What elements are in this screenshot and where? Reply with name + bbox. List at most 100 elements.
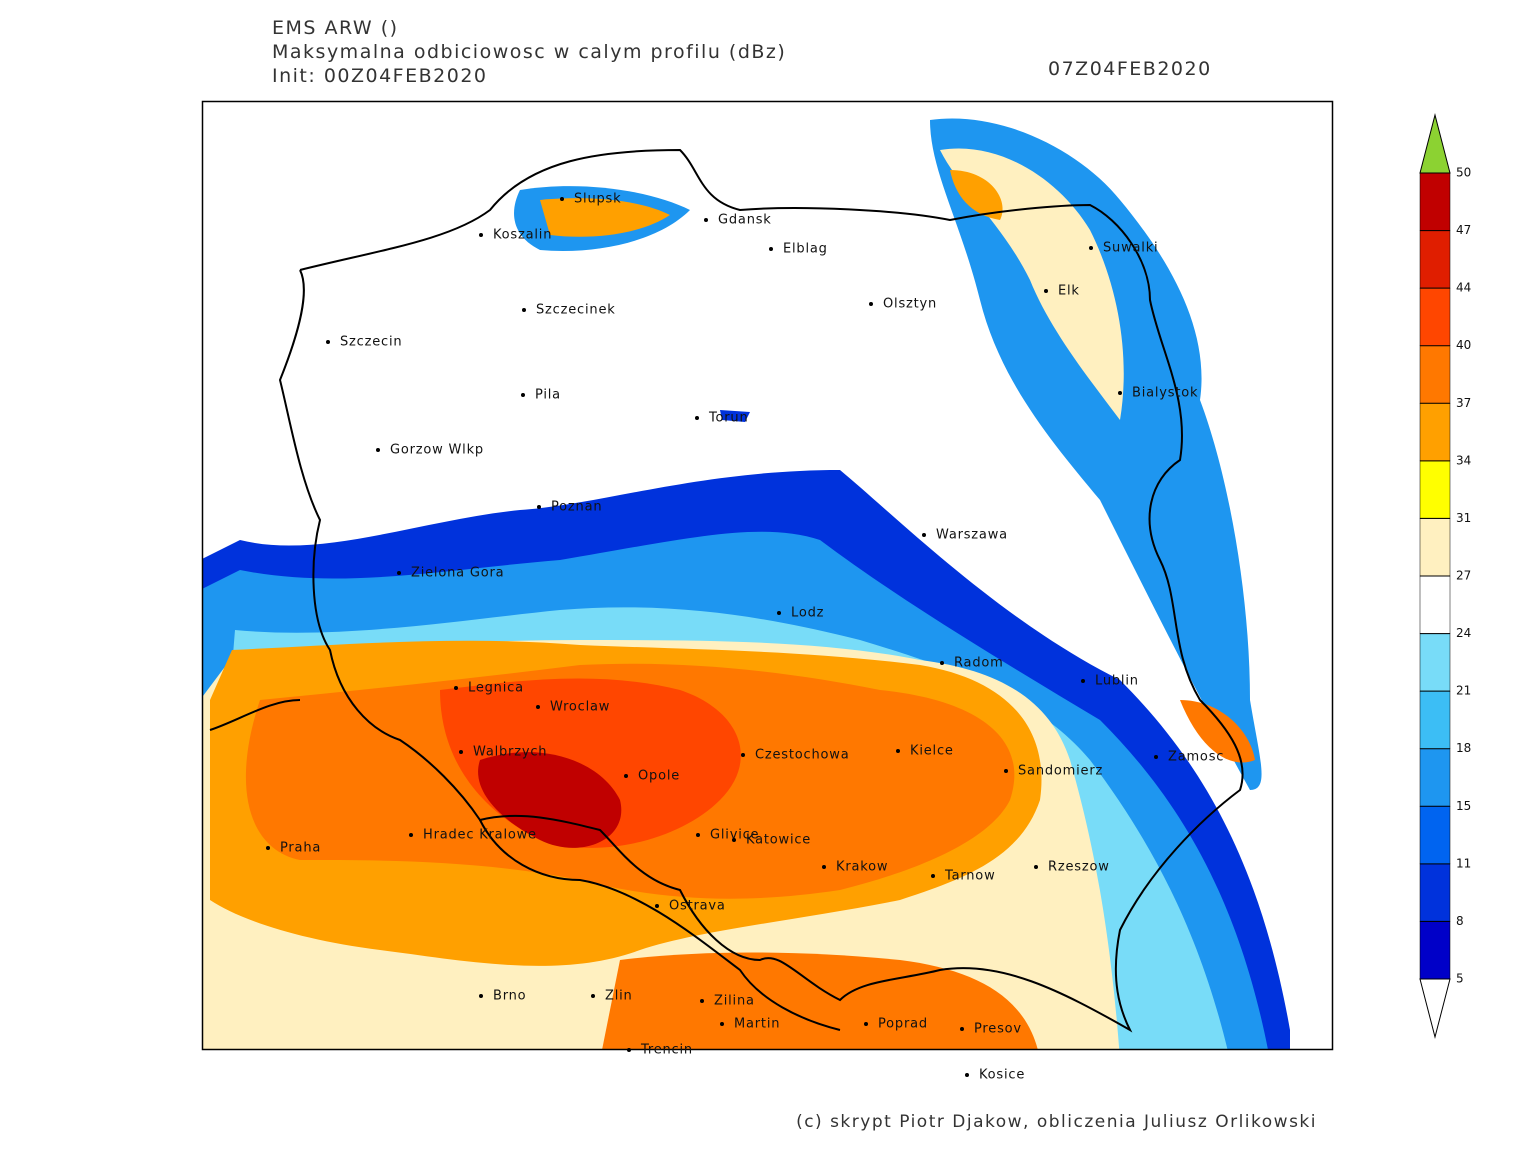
colorbar-swatch — [1419, 863, 1451, 922]
city-marker — [960, 1027, 964, 1031]
city-label: Suwalki — [1103, 241, 1158, 256]
city-label: Slupsk — [574, 192, 621, 207]
city-marker — [479, 233, 483, 237]
city-label: Kosice — [979, 1068, 1025, 1083]
city-label: Hradec Kralowe — [423, 828, 537, 843]
city-label: Glivice — [710, 828, 759, 843]
city-label: Czestochowa — [755, 748, 849, 763]
city-marker — [700, 999, 704, 1003]
city-label: Praha — [280, 841, 321, 856]
city-marker — [537, 505, 541, 509]
city-label: Zlin — [605, 989, 633, 1004]
colorbar-over — [1419, 113, 1451, 174]
colorbar-label: 18 — [1456, 741, 1471, 755]
city-label: Torun — [708, 411, 749, 426]
city-labels: Koszalin Slupsk Gdansk Elblag Suwalki Elk Szcz… — [266, 192, 1223, 1083]
city-marker — [591, 994, 595, 998]
city-label: Martin — [734, 1017, 780, 1032]
city-marker — [696, 833, 700, 837]
city-marker — [864, 1022, 868, 1026]
colorbar-label: 34 — [1456, 453, 1471, 467]
city-label: Elblag — [783, 242, 828, 257]
city-marker — [695, 416, 699, 420]
colorbar-swatch — [1419, 806, 1451, 865]
city-label: Opole — [638, 769, 680, 784]
city-marker — [965, 1073, 969, 1077]
colorbar-swatch — [1419, 748, 1451, 807]
colorbar-label: 44 — [1456, 281, 1471, 295]
city-label: Bialystok — [1132, 386, 1198, 401]
city-marker — [769, 247, 773, 251]
city-marker — [720, 1022, 724, 1026]
city-marker — [560, 197, 564, 201]
colorbar-label: 5 — [1456, 972, 1464, 986]
city-marker — [1034, 865, 1038, 869]
map-frame — [201, 100, 1334, 1051]
colorbar-label: 21 — [1456, 684, 1471, 698]
city-marker — [459, 750, 463, 754]
city-label: Kielce — [910, 744, 954, 759]
city-label: Lodz — [791, 606, 824, 621]
city-label: Krakow — [836, 860, 888, 875]
credit: (c) skrypt Piotr Djakow, obliczenia Juli… — [796, 1112, 1317, 1132]
city-label: Szczecin — [340, 335, 402, 350]
city-marker — [521, 393, 525, 397]
city-marker — [397, 571, 401, 575]
colorbar: 5 8 11 15 18 21 24 27 31 34 37 40 44 47 50 — [1419, 113, 1471, 1039]
city-label: Gorzow Wlkp — [390, 443, 484, 458]
colorbar-swatch — [1419, 172, 1451, 231]
colorbar-swatch — [1419, 690, 1451, 749]
radar-field — [203, 118, 1290, 1049]
city-label: Radom — [954, 656, 1004, 671]
valid-time: 07Z04FEB2020 — [1048, 58, 1212, 80]
city-marker — [1154, 755, 1158, 759]
city-label: Koszalin — [493, 228, 552, 243]
city-label: Brno — [493, 989, 526, 1004]
city-label: Zilina — [714, 994, 755, 1009]
city-label: Rzeszow — [1048, 860, 1110, 875]
city-marker — [704, 218, 708, 222]
city-marker — [627, 1048, 631, 1052]
city-label: Presov — [974, 1022, 1022, 1037]
model-name: EMS ARW () — [272, 17, 399, 39]
colorbar-swatch — [1419, 633, 1451, 692]
colorbar-swatch — [1419, 230, 1451, 289]
colorbar-swatch — [1419, 345, 1451, 404]
colorbar-swatch — [1419, 921, 1451, 980]
city-label: Legnica — [468, 681, 524, 696]
city-label: Tarnow — [944, 869, 996, 884]
colorbar-swatch — [1419, 287, 1451, 346]
colorbar-label: 37 — [1456, 396, 1471, 410]
city-marker — [896, 749, 900, 753]
colorbar-label: 47 — [1456, 223, 1471, 237]
city-marker — [741, 753, 745, 757]
city-label: Katowice — [746, 833, 811, 848]
city-label: Pila — [535, 388, 561, 403]
city-marker — [376, 448, 380, 452]
colorbar-swatch — [1419, 575, 1451, 634]
city-marker — [624, 774, 628, 778]
city-marker — [869, 302, 873, 306]
city-marker — [822, 865, 826, 869]
city-label: Poznan — [551, 500, 602, 515]
colorbar-label: 27 — [1456, 569, 1471, 583]
city-label: Ostrava — [669, 899, 726, 914]
city-label: Sandomierz — [1018, 764, 1103, 779]
city-label: Zielona Gora — [411, 566, 504, 581]
init-time: Init: 00Z04FEB2020 — [272, 65, 488, 87]
city-marker — [655, 904, 659, 908]
city-marker — [777, 611, 781, 615]
colorbar-under — [1419, 978, 1451, 1039]
city-marker — [266, 846, 270, 850]
city-label: Walbrzych — [473, 745, 547, 760]
city-marker — [732, 838, 736, 842]
city-label: Warszawa — [936, 528, 1008, 543]
city-label: Wroclaw — [550, 700, 610, 715]
city-marker — [326, 340, 330, 344]
city-label: Poprad — [878, 1017, 928, 1032]
city-marker — [940, 661, 944, 665]
city-marker — [536, 705, 540, 709]
colorbar-label: 11 — [1456, 856, 1471, 870]
city-marker — [1089, 246, 1093, 250]
